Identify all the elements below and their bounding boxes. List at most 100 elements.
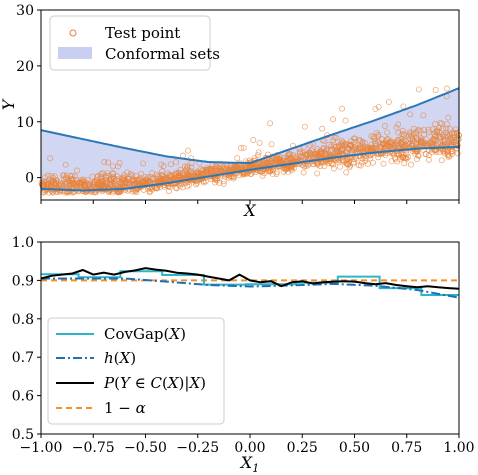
test-point xyxy=(415,86,422,93)
test-point xyxy=(273,170,280,177)
test-point xyxy=(102,174,109,181)
test-point xyxy=(134,185,141,192)
test-point xyxy=(276,156,283,163)
x-tick-label: 0.00 xyxy=(234,440,265,456)
series-line-2 xyxy=(40,267,460,290)
test-point xyxy=(258,163,264,170)
test-point xyxy=(442,129,449,136)
test-point xyxy=(339,139,346,146)
test-point xyxy=(388,158,395,165)
test-point xyxy=(340,158,347,165)
test-point xyxy=(449,137,455,144)
test-point xyxy=(184,147,191,154)
test-point xyxy=(351,138,358,145)
test-point xyxy=(63,181,70,187)
test-point xyxy=(124,169,131,176)
test-point xyxy=(105,159,112,166)
x-tick-label: 1.00 xyxy=(443,440,474,456)
test-point xyxy=(199,167,206,174)
test-point xyxy=(66,179,73,186)
x-tick-label: 0.75 xyxy=(391,440,422,456)
test-point xyxy=(160,163,167,169)
test-point xyxy=(356,136,363,143)
test-point xyxy=(436,134,443,141)
test-point xyxy=(330,116,336,123)
top-legend: Test point Conformal sets xyxy=(49,15,220,71)
test-point xyxy=(121,179,128,185)
bottom-panel: 0.5 0.6 0.7 0.8 0.9 1.0 −1.00 −0.75 −0.50 −0.25 0… xyxy=(12,235,475,475)
test-point xyxy=(62,185,69,192)
test-point xyxy=(287,155,294,162)
test-point xyxy=(439,125,446,132)
test-point xyxy=(225,168,232,175)
test-point xyxy=(259,172,266,179)
test-point xyxy=(140,160,147,167)
test-point xyxy=(288,162,295,169)
conformal-sets-swatch xyxy=(58,47,92,59)
test-point xyxy=(334,149,341,156)
bottom-legend: CovGap(X) h(X) P(Y ∈ C(X)|X) 1 − α xyxy=(47,317,225,425)
test-point xyxy=(398,153,405,160)
test-point xyxy=(280,168,287,175)
test-point xyxy=(42,181,49,188)
test-point xyxy=(216,180,223,187)
test-point xyxy=(201,169,208,176)
test-point xyxy=(256,139,263,146)
coverage-lines xyxy=(40,267,460,299)
test-point xyxy=(133,189,140,196)
y-tick-label: 0.7 xyxy=(12,350,34,366)
series-line-0 xyxy=(41,270,459,296)
test-point xyxy=(51,179,58,186)
test-point xyxy=(110,171,117,177)
test-point xyxy=(39,181,45,188)
test-point xyxy=(214,163,221,170)
test-point xyxy=(378,136,385,142)
test-point xyxy=(42,174,48,181)
test-point xyxy=(284,154,291,161)
test-point xyxy=(62,174,69,181)
y-tick-label: 0.8 xyxy=(12,312,34,328)
test-point xyxy=(209,167,216,174)
test-point xyxy=(300,150,307,156)
test-point xyxy=(215,164,222,171)
test-point xyxy=(78,179,85,186)
test-point xyxy=(121,180,128,187)
test-point xyxy=(269,167,276,174)
test-point xyxy=(433,148,440,155)
test-point xyxy=(234,155,241,162)
test-point xyxy=(357,162,364,169)
test-point-marker xyxy=(69,29,77,37)
test-point xyxy=(395,121,402,128)
test-point xyxy=(362,139,369,146)
test-point xyxy=(314,170,321,177)
test-point xyxy=(173,159,179,166)
test-point xyxy=(356,145,363,152)
test-point xyxy=(340,157,347,164)
y-tick-label: 0 xyxy=(25,171,34,187)
test-point xyxy=(51,173,58,180)
test-point xyxy=(104,170,111,177)
test-point xyxy=(220,180,227,187)
y-tick-label: 30 xyxy=(16,3,34,19)
x-tick-label: −0.75 xyxy=(72,440,115,456)
test-point xyxy=(212,179,219,186)
test-point xyxy=(282,167,289,173)
test-point xyxy=(382,143,389,150)
test-point xyxy=(358,159,365,166)
test-point xyxy=(356,153,363,159)
test-point xyxy=(300,169,307,176)
test-point xyxy=(347,162,354,169)
test-point xyxy=(384,129,391,136)
bottom-x-axis-label: X1 xyxy=(239,453,259,475)
test-point xyxy=(326,141,332,148)
x-tick-label: −0.25 xyxy=(176,440,219,456)
test-point xyxy=(375,131,382,138)
test-point xyxy=(313,148,320,155)
top-x-ticks xyxy=(40,200,460,204)
test-point xyxy=(321,144,327,151)
test-point xyxy=(250,137,257,143)
test-point xyxy=(319,125,326,132)
test-point xyxy=(393,124,400,131)
legend-p-label: P(Y ∈ C(X)|X) xyxy=(103,374,206,392)
